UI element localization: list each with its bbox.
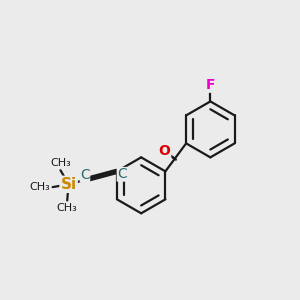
Text: C: C <box>80 168 90 182</box>
Text: CH₃: CH₃ <box>57 203 78 213</box>
Text: Si: Si <box>61 177 77 192</box>
Text: F: F <box>206 78 215 92</box>
Text: CH₃: CH₃ <box>29 182 50 192</box>
Text: C: C <box>117 167 127 181</box>
Text: CH₃: CH₃ <box>50 158 71 168</box>
Text: O: O <box>158 144 170 158</box>
